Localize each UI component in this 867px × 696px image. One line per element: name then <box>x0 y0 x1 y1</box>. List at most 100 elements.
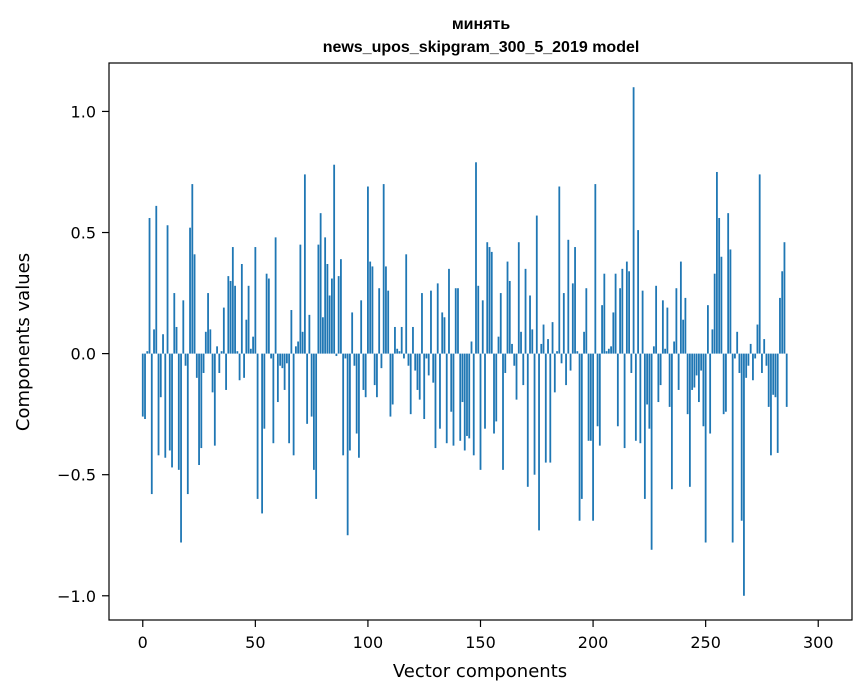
bar-component-130 <box>434 353 437 449</box>
bar-component-116 <box>403 353 405 359</box>
bar-component-29 <box>207 293 209 354</box>
bar-component-276 <box>763 339 766 354</box>
bar-component-142 <box>461 353 464 403</box>
bar-component-37 <box>225 353 227 390</box>
bar-component-152 <box>484 353 486 429</box>
bar-component-76 <box>312 353 315 470</box>
bar-component-154 <box>488 247 491 354</box>
bar-component-235 <box>670 353 673 490</box>
bar-component-9 <box>162 334 164 354</box>
bar-component-147 <box>472 353 475 456</box>
bar-component-83 <box>328 295 331 354</box>
bar-component-204 <box>601 305 603 354</box>
bar-component-167 <box>517 242 520 354</box>
bar-component-211 <box>616 353 619 427</box>
bar-component-176 <box>538 353 540 531</box>
bar-component-56 <box>267 278 270 354</box>
bar-component-25 <box>198 353 200 466</box>
bar-component-53 <box>261 353 263 514</box>
bar-component-131 <box>436 283 439 354</box>
bar-component-200 <box>592 353 594 521</box>
bar-component-23 <box>193 254 196 354</box>
bar-component-21 <box>189 227 191 354</box>
bar-component-278 <box>767 353 770 407</box>
bar-component-272 <box>754 353 757 359</box>
bar-component-148 <box>475 162 477 354</box>
bar-component-227 <box>652 346 655 354</box>
bar-component-114 <box>398 351 401 354</box>
bar-component-66 <box>290 310 293 354</box>
bar-component-195 <box>580 353 583 499</box>
y-tick-label: 0.5 <box>71 224 96 243</box>
bar-component-44 <box>240 264 243 354</box>
bar-component-57 <box>270 353 273 359</box>
bar-component-146 <box>470 341 473 354</box>
bar-component-203 <box>598 353 601 446</box>
bar-component-279 <box>770 353 772 456</box>
bar-component-82 <box>326 264 329 354</box>
bar-component-28 <box>204 331 207 354</box>
bar-component-39 <box>229 280 232 354</box>
bar-component-105 <box>378 288 381 354</box>
bar-component-143 <box>463 353 466 451</box>
bar-component-85 <box>333 164 336 354</box>
bar-component-266 <box>740 353 743 521</box>
bar-component-224 <box>646 353 649 405</box>
bar-component-62 <box>281 353 284 369</box>
bar-component-277 <box>765 353 768 366</box>
bar-component-205 <box>603 273 606 354</box>
bar-component-64 <box>285 353 288 364</box>
bar-component-184 <box>556 351 558 354</box>
bar-component-262 <box>731 353 734 543</box>
bar-component-144 <box>466 353 468 436</box>
bar-component-74 <box>308 314 311 354</box>
bar-component-137 <box>450 353 453 412</box>
bar-component-212 <box>619 288 621 354</box>
bar-component-150 <box>479 353 482 470</box>
bar-component-191 <box>571 283 574 354</box>
bar-component-170 <box>524 268 527 354</box>
bar-component-118 <box>407 353 410 366</box>
x-tick-label: 100 <box>353 633 384 652</box>
bar-component-125 <box>423 353 426 419</box>
bar-component-221 <box>639 353 642 444</box>
bar-component-248 <box>700 353 703 371</box>
bar-component-8 <box>159 353 162 398</box>
bar-component-243 <box>688 353 691 487</box>
bar-component-115 <box>400 326 403 354</box>
bar-component-226 <box>650 353 653 550</box>
bar-component-217 <box>630 353 633 373</box>
bar-component-26 <box>200 353 203 449</box>
bar-component-219 <box>634 353 637 441</box>
bar-component-129 <box>432 353 435 383</box>
bar-component-13 <box>171 353 173 468</box>
bar-component-89 <box>342 353 345 456</box>
bar-component-258 <box>722 353 725 415</box>
bar-component-73 <box>306 353 309 424</box>
bar-component-198 <box>587 353 590 441</box>
bar-component-210 <box>614 273 617 354</box>
bar-component-286 <box>785 353 788 407</box>
bar-component-232 <box>664 348 667 354</box>
bar-component-173 <box>531 329 534 354</box>
chart-title-model: news_upos_skipgram_300_5_2019 model <box>323 39 640 56</box>
bar-component-239 <box>679 261 682 354</box>
bar-component-190 <box>569 353 572 371</box>
bar-component-264 <box>736 331 739 354</box>
bar-component-241 <box>684 297 687 354</box>
bar-component-11 <box>166 225 169 354</box>
bar-component-31 <box>211 353 214 393</box>
bar-component-19 <box>184 353 187 366</box>
bar-component-41 <box>234 285 236 354</box>
bar-component-153 <box>486 242 489 354</box>
bar-component-12 <box>168 353 171 451</box>
bar-component-206 <box>605 351 608 354</box>
y-tick-label: 1.0 <box>71 102 96 121</box>
bar-component-103 <box>373 353 376 386</box>
bar-component-166 <box>515 353 518 400</box>
bar-component-88 <box>340 259 342 354</box>
bar-component-215 <box>625 261 628 354</box>
bar-component-168 <box>520 331 522 354</box>
bar-component-126 <box>425 353 428 359</box>
bar-component-36 <box>222 307 225 354</box>
